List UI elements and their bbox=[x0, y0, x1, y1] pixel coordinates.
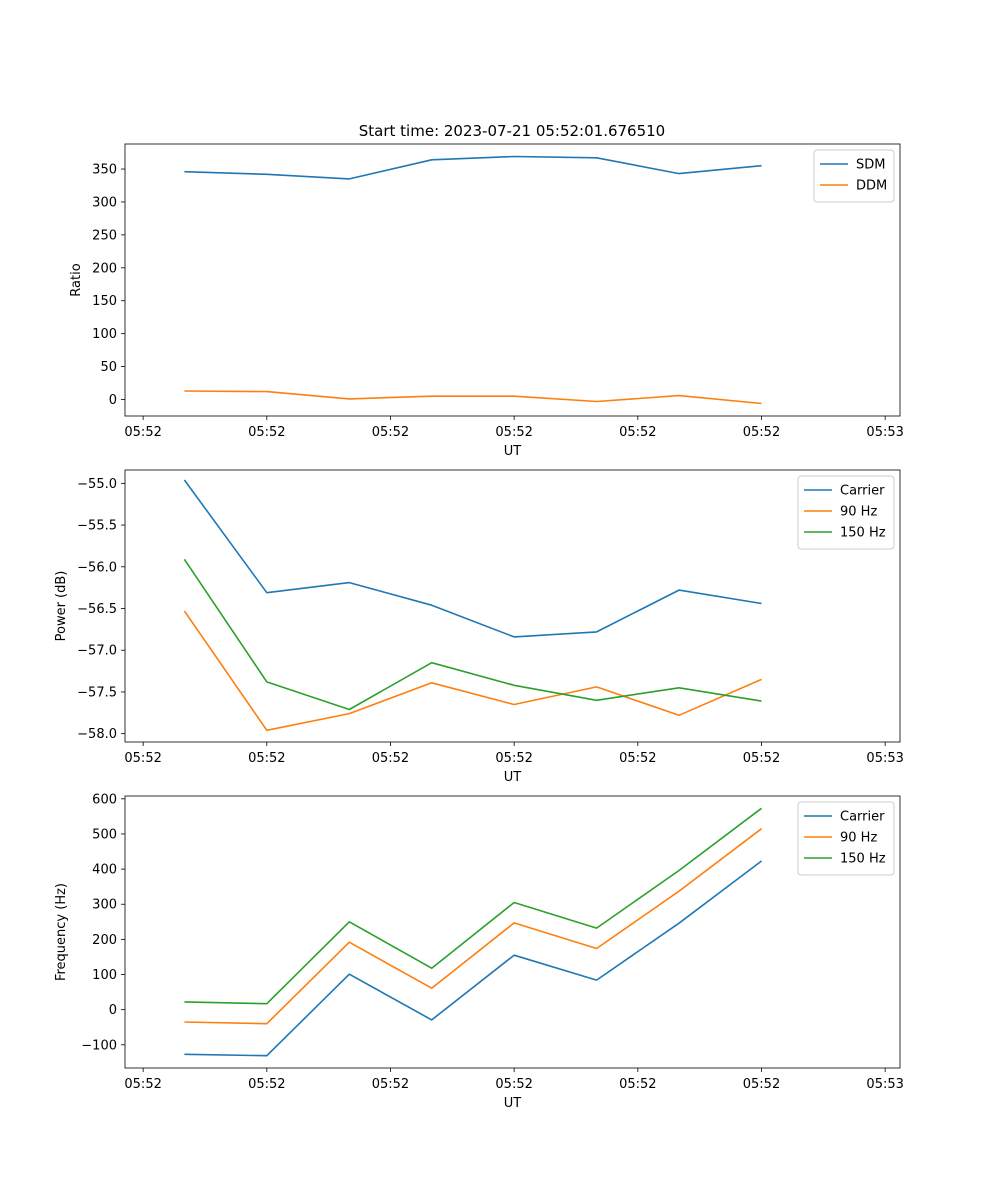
panel-2: 05:52 05:52 05:52 05:52 05:52 05:52 05:53 −58.0… bbox=[54, 469, 904, 785]
y-tick-label: 0 bbox=[109, 393, 117, 408]
series-line-150-hz bbox=[184, 807, 762, 1005]
y-tick-label: −55.0 bbox=[77, 477, 117, 492]
legend-label: 90 Hz bbox=[840, 831, 877, 846]
y-tick-label: −56.5 bbox=[77, 602, 117, 617]
x-tick-label: 05:52 bbox=[372, 425, 409, 440]
series-line-150-hz bbox=[183, 558, 762, 711]
series-line-carrier bbox=[184, 860, 762, 1057]
y-tick-label: 50 bbox=[100, 360, 117, 375]
x-tick-label: 05:52 bbox=[372, 751, 409, 766]
x-tick-label: 05:52 bbox=[248, 1077, 285, 1092]
y-tick-label: 0 bbox=[109, 1003, 117, 1018]
x-tick-label: 05:53 bbox=[866, 751, 903, 766]
series-line-ddm bbox=[184, 390, 762, 405]
legend-label: 150 Hz bbox=[840, 852, 886, 867]
legend: SDM DDM bbox=[813, 149, 895, 203]
figure-title: Start time: 2023-07-21 05:52:01.676510 bbox=[359, 122, 665, 140]
legend: Carrier 90 Hz 150 Hz bbox=[797, 475, 895, 550]
legend-label: 150 Hz bbox=[840, 526, 886, 541]
legend-label: Carrier bbox=[840, 810, 885, 825]
legend-label: 90 Hz bbox=[840, 505, 877, 520]
y-tick-label: 350 bbox=[92, 163, 117, 178]
y-tick-label: 200 bbox=[92, 261, 117, 276]
y-axis-label: Power (dB) bbox=[54, 571, 69, 642]
x-tick-label: 05:52 bbox=[743, 425, 780, 440]
x-axis-label: UT bbox=[504, 444, 522, 459]
y-axis-label: Frequency (Hz) bbox=[54, 883, 69, 981]
y-tick-label: 500 bbox=[92, 827, 117, 842]
series-line-sdm bbox=[184, 155, 762, 180]
legend: Carrier 90 Hz 150 Hz bbox=[797, 801, 895, 876]
legend-box bbox=[813, 149, 895, 203]
axes-frame bbox=[124, 795, 901, 1069]
y-tick-label: −58.0 bbox=[77, 727, 117, 742]
legend-label: Carrier bbox=[840, 484, 885, 499]
y-tick-label: 100 bbox=[92, 968, 117, 983]
y-tick-label: 150 bbox=[92, 294, 117, 309]
y-tick-label: 300 bbox=[92, 195, 117, 210]
x-tick-label: 05:52 bbox=[743, 1077, 780, 1092]
x-tick-label: 05:52 bbox=[619, 425, 656, 440]
y-tick-label: 100 bbox=[92, 327, 117, 342]
series-line-90-hz bbox=[183, 610, 762, 732]
x-tick-label: 05:52 bbox=[124, 751, 161, 766]
axes-frame bbox=[124, 143, 901, 417]
y-tick-label: −57.5 bbox=[77, 685, 117, 700]
legend-box bbox=[797, 801, 895, 876]
x-tick-label: 05:52 bbox=[124, 425, 161, 440]
legend-label: DDM bbox=[856, 179, 887, 194]
x-tick-label: 05:52 bbox=[372, 1077, 409, 1092]
y-tick-label: 300 bbox=[92, 898, 117, 913]
series-line-90-hz bbox=[184, 828, 762, 1025]
axes-frame bbox=[124, 469, 901, 743]
x-tick-label: 05:52 bbox=[743, 751, 780, 766]
series-line-carrier bbox=[183, 479, 762, 638]
x-tick-label: 05:53 bbox=[866, 425, 903, 440]
y-tick-label: 400 bbox=[92, 863, 117, 878]
x-tick-label: 05:52 bbox=[495, 1077, 532, 1092]
y-tick-label: −55.5 bbox=[77, 519, 117, 534]
legend-box bbox=[797, 475, 895, 550]
y-tick-label: −56.0 bbox=[77, 560, 117, 575]
x-axis-label: UT bbox=[504, 770, 522, 785]
y-tick-label: 600 bbox=[92, 792, 117, 807]
x-tick-label: 05:52 bbox=[495, 751, 532, 766]
x-tick-label: 05:52 bbox=[619, 1077, 656, 1092]
x-tick-label: 05:52 bbox=[619, 751, 656, 766]
y-axis-label: Ratio bbox=[69, 263, 84, 296]
x-tick-label: 05:52 bbox=[495, 425, 532, 440]
y-tick-label: 250 bbox=[92, 228, 117, 243]
y-tick-label: 200 bbox=[92, 933, 117, 948]
panel-1: 05:52 05:52 05:52 05:52 05:52 05:52 05:53 0 50 10… bbox=[69, 143, 904, 459]
panels: 05:52 05:52 05:52 05:52 05:52 05:52 05:53 0 50 10… bbox=[54, 143, 904, 1111]
x-tick-label: 05:52 bbox=[248, 425, 285, 440]
x-tick-label: 05:53 bbox=[866, 1077, 903, 1092]
x-axis-label: UT bbox=[504, 1096, 522, 1111]
legend-label: SDM bbox=[856, 158, 885, 173]
panel-3: 05:52 05:52 05:52 05:52 05:52 05:52 05:53 −100 0… bbox=[54, 792, 904, 1111]
x-tick-label: 05:52 bbox=[248, 751, 285, 766]
y-tick-label: −100 bbox=[81, 1038, 117, 1053]
y-tick-label: −57.0 bbox=[77, 644, 117, 659]
x-tick-label: 05:52 bbox=[124, 1077, 161, 1092]
